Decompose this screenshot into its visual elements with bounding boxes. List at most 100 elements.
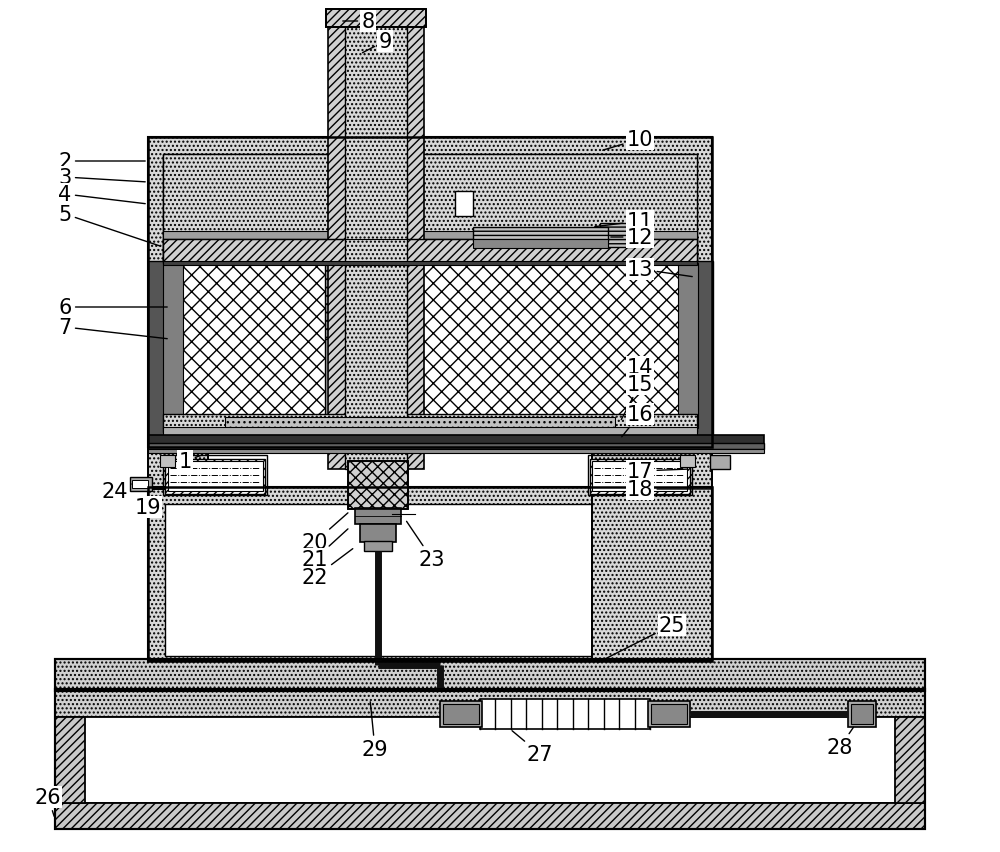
- Text: 18: 18: [627, 480, 711, 499]
- Bar: [55, 659, 925, 691]
- Bar: [132, 481, 148, 488]
- Bar: [148, 440, 208, 489]
- Bar: [163, 428, 697, 435]
- Bar: [163, 239, 697, 263]
- Bar: [163, 456, 267, 495]
- Text: 26: 26: [35, 787, 61, 816]
- Text: 1: 1: [178, 452, 202, 471]
- Bar: [592, 440, 712, 661]
- Bar: [165, 504, 695, 656]
- Bar: [420, 155, 697, 340]
- Text: 23: 23: [407, 521, 445, 569]
- Bar: [225, 417, 615, 431]
- Bar: [55, 659, 925, 691]
- Bar: [130, 477, 152, 492]
- Bar: [55, 659, 925, 691]
- Bar: [168, 462, 263, 492]
- Bar: [326, 10, 426, 28]
- Bar: [420, 263, 695, 431]
- Bar: [360, 524, 396, 543]
- Bar: [600, 224, 635, 248]
- Bar: [420, 263, 695, 431]
- Bar: [148, 138, 712, 447]
- Text: 4: 4: [58, 185, 145, 204]
- Bar: [443, 704, 479, 724]
- Bar: [326, 10, 426, 28]
- Bar: [355, 509, 401, 524]
- Text: 13: 13: [627, 260, 692, 279]
- Bar: [163, 263, 183, 429]
- Text: 14: 14: [627, 358, 653, 392]
- Text: 21: 21: [302, 529, 348, 569]
- Text: 2: 2: [58, 152, 145, 172]
- Bar: [480, 699, 650, 729]
- Bar: [163, 415, 697, 433]
- Bar: [420, 263, 695, 431]
- Bar: [590, 459, 690, 494]
- Bar: [148, 262, 166, 446]
- Bar: [55, 717, 925, 803]
- Bar: [55, 717, 85, 803]
- Bar: [148, 138, 712, 447]
- Bar: [678, 263, 698, 429]
- Bar: [895, 717, 925, 803]
- Text: 24: 24: [102, 481, 132, 502]
- Text: 25: 25: [597, 615, 685, 663]
- Text: 17: 17: [627, 462, 687, 481]
- Text: 12: 12: [611, 227, 653, 248]
- Bar: [695, 262, 713, 446]
- Bar: [163, 155, 697, 435]
- Bar: [55, 689, 925, 717]
- Text: 3: 3: [58, 168, 145, 187]
- Bar: [148, 444, 764, 450]
- Bar: [364, 541, 392, 551]
- Bar: [163, 232, 697, 239]
- Bar: [651, 704, 687, 724]
- Bar: [328, 10, 424, 469]
- Bar: [710, 456, 730, 469]
- Bar: [680, 456, 695, 468]
- Text: 28: 28: [827, 728, 853, 757]
- Bar: [588, 456, 692, 495]
- Text: 22: 22: [302, 549, 353, 587]
- Bar: [592, 462, 687, 492]
- Bar: [163, 239, 697, 263]
- Bar: [163, 263, 325, 431]
- Text: 10: 10: [603, 130, 653, 151]
- Bar: [160, 456, 175, 468]
- Bar: [55, 689, 925, 829]
- Bar: [148, 440, 208, 489]
- Text: 29: 29: [362, 702, 388, 759]
- Text: 19: 19: [135, 498, 161, 517]
- Bar: [592, 440, 712, 661]
- Bar: [148, 487, 712, 661]
- Text: 7: 7: [58, 318, 167, 339]
- Text: 6: 6: [58, 297, 167, 318]
- Bar: [163, 262, 697, 266]
- Text: 8: 8: [343, 12, 375, 32]
- Bar: [55, 689, 925, 829]
- Bar: [163, 239, 697, 263]
- Text: 16: 16: [622, 405, 653, 437]
- Text: 9: 9: [362, 32, 392, 54]
- Bar: [473, 227, 608, 242]
- Bar: [455, 192, 473, 216]
- Text: 27: 27: [512, 731, 553, 764]
- Bar: [148, 138, 712, 447]
- Bar: [348, 462, 408, 509]
- Bar: [648, 701, 690, 727]
- Bar: [148, 450, 764, 453]
- Bar: [163, 263, 325, 431]
- Bar: [148, 435, 764, 446]
- Bar: [440, 701, 482, 727]
- Text: 11: 11: [595, 212, 653, 232]
- Text: 15: 15: [621, 375, 653, 420]
- Text: 20: 20: [302, 513, 348, 552]
- Bar: [848, 701, 876, 727]
- Bar: [165, 459, 265, 494]
- Bar: [348, 462, 408, 509]
- Bar: [55, 803, 925, 829]
- Text: 5: 5: [58, 204, 160, 247]
- Bar: [163, 263, 325, 431]
- Bar: [473, 239, 608, 249]
